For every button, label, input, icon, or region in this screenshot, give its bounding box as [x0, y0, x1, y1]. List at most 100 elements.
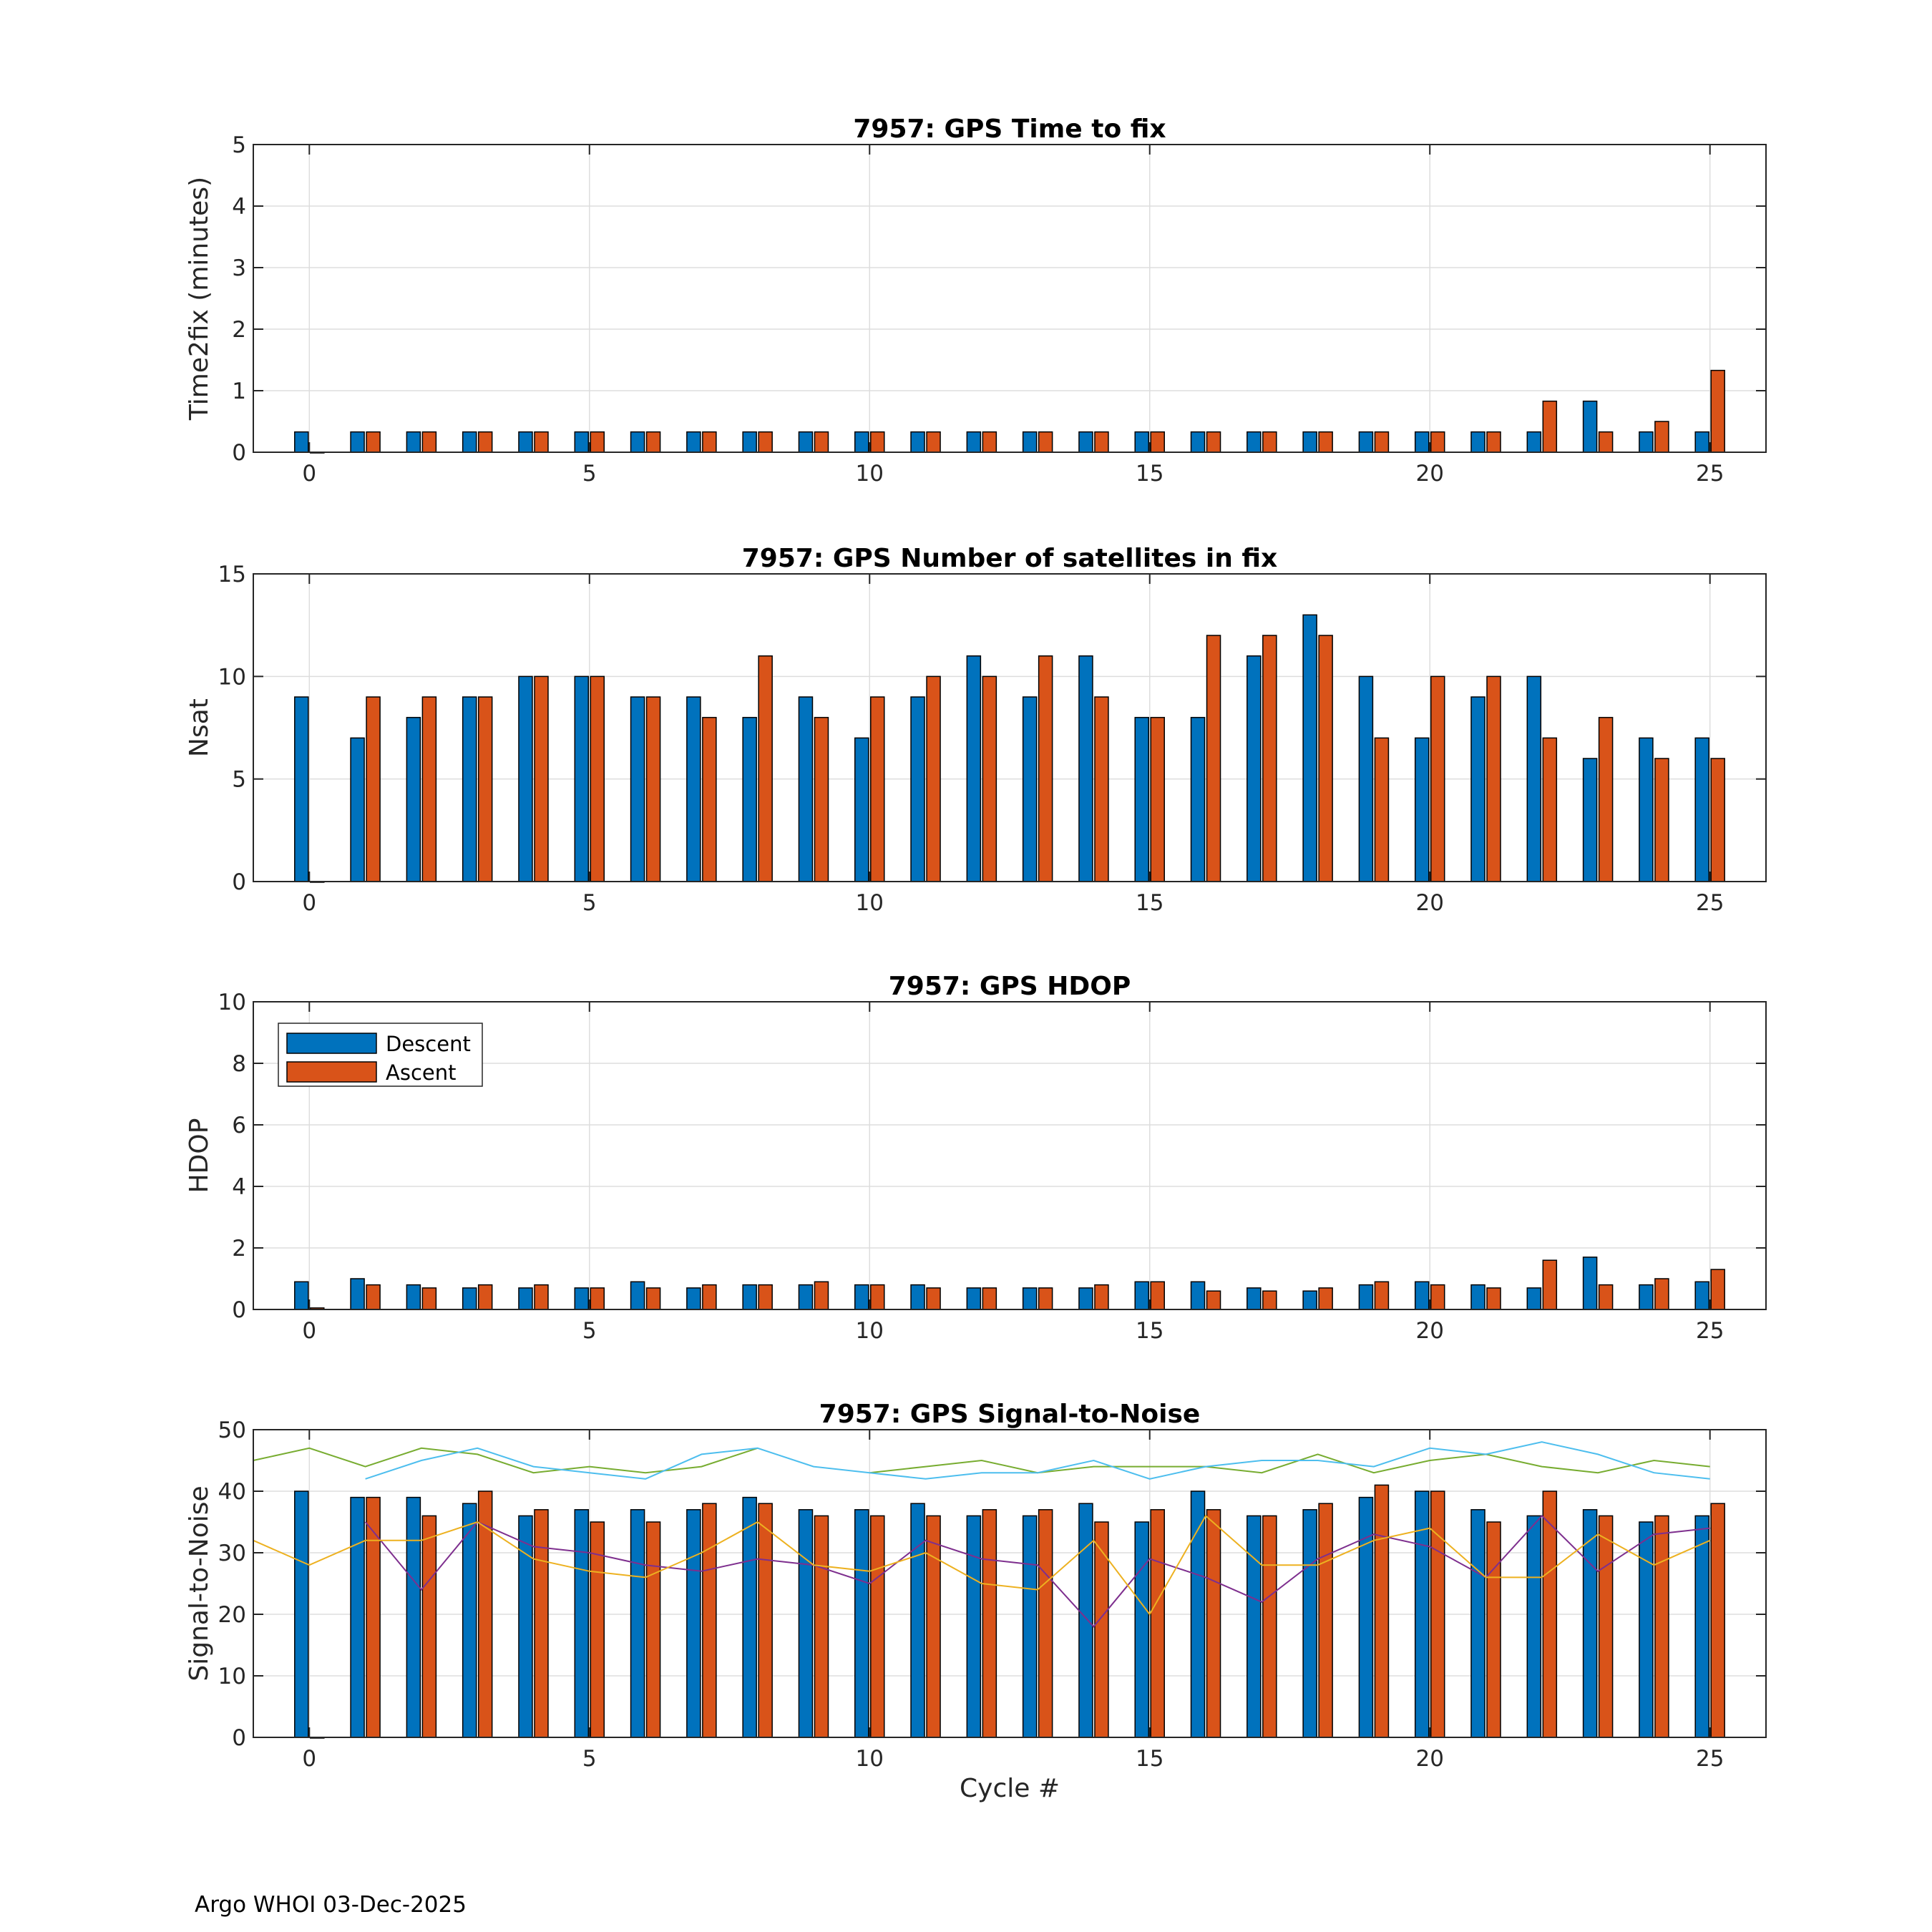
ascent-bar — [1262, 431, 1277, 453]
x-tick-label: 0 — [302, 1318, 316, 1344]
ascent-bar — [1374, 737, 1390, 882]
ascent-bar — [1094, 1521, 1109, 1738]
descent-bar — [574, 675, 590, 882]
descent-bar — [1134, 1281, 1149, 1310]
descent-bar — [1302, 431, 1317, 453]
x-tick-label: 15 — [1136, 1318, 1163, 1344]
x-tick-label: 0 — [302, 461, 316, 487]
descent-bar — [1470, 696, 1485, 882]
ascent-bar — [1654, 1515, 1669, 1738]
ascent-bar — [870, 696, 885, 882]
y-tick-label: 0 — [232, 1297, 246, 1323]
descent-bar — [1358, 431, 1374, 453]
plot-area — [253, 574, 1766, 882]
descent-bar — [1190, 431, 1206, 453]
ascent-bar — [926, 1515, 941, 1738]
y-tick-label: 30 — [218, 1541, 246, 1566]
descent-legend-swatch — [286, 1033, 377, 1054]
y-tick-label: 10 — [218, 1664, 246, 1689]
ascent-bar — [1374, 1484, 1390, 1738]
descent-bar — [1526, 431, 1542, 453]
ascent-bar — [1206, 635, 1221, 882]
axes-box — [253, 1429, 1767, 1738]
ascent-bar — [1262, 635, 1277, 882]
descent-bar — [1526, 1515, 1542, 1738]
descent-bar — [1414, 737, 1430, 882]
descent-bar — [1190, 1491, 1206, 1738]
ascent-bar — [1486, 1287, 1501, 1310]
descent-bar — [630, 696, 645, 882]
ascent-bar — [1430, 431, 1445, 453]
ascent-bar — [1094, 431, 1109, 453]
ascent-bar — [1542, 737, 1558, 882]
descent-bar — [910, 1503, 925, 1738]
descent-bar — [462, 1287, 477, 1310]
descent-bar — [1694, 1281, 1709, 1310]
ascent-bar — [758, 1503, 773, 1738]
descent-bar — [1190, 716, 1206, 882]
y-tick-label: 15 — [218, 562, 246, 587]
ascent-bar — [982, 431, 997, 453]
ascent-bar — [366, 1496, 381, 1738]
descent-bar — [1302, 1509, 1317, 1738]
axes-box — [253, 144, 1767, 453]
x-tick-label: 20 — [1415, 1318, 1443, 1344]
y-tick-label: 50 — [218, 1418, 246, 1443]
descent-bar — [1078, 1503, 1093, 1738]
ascent-bar — [477, 1284, 493, 1310]
ascent-bar — [590, 431, 605, 453]
ascent-bar — [1206, 431, 1221, 453]
ascent-bar — [1654, 421, 1669, 453]
x-tick-label: 0 — [302, 890, 316, 916]
descent-bar — [1358, 1284, 1374, 1310]
descent-bar — [854, 431, 869, 453]
ascent-bar — [1318, 431, 1333, 453]
ascent-bar — [534, 431, 549, 453]
descent-bar — [406, 716, 421, 882]
y-tick-label: 8 — [232, 1051, 246, 1077]
ascent-bar — [1374, 431, 1390, 453]
ascent-bar — [421, 696, 437, 882]
x-tick-label: 10 — [856, 1318, 884, 1344]
ascent-bar — [1038, 655, 1053, 882]
descent-bar — [798, 696, 814, 882]
ascent-bar — [1150, 716, 1165, 882]
x-tick-label: 20 — [1415, 1746, 1443, 1772]
x-tick-label: 10 — [856, 1746, 884, 1772]
descent-bar — [686, 1509, 701, 1738]
descent-bar — [1470, 431, 1485, 453]
descent-bar — [350, 1496, 365, 1738]
chart-title: 7957: GPS HDOP — [889, 972, 1131, 1001]
descent-bar — [350, 431, 365, 453]
plot-area — [253, 1002, 1766, 1309]
descent-bar — [1302, 614, 1317, 882]
descent-bar — [966, 655, 982, 882]
ascent-bar — [1654, 1278, 1669, 1310]
descent-bar — [910, 431, 925, 453]
y-tick-label: 6 — [232, 1113, 246, 1138]
legend: Descent Ascent — [278, 1023, 483, 1087]
descent-bar — [742, 431, 757, 453]
descent-bar — [630, 1509, 645, 1738]
x-tick-label: 10 — [856, 461, 884, 487]
descent-bar — [1694, 1515, 1709, 1738]
ascent-bar — [477, 431, 493, 453]
ascent-bar — [1150, 1509, 1165, 1738]
ascent-bar — [702, 431, 717, 453]
ascent-bar — [1598, 431, 1614, 453]
ascent-bar — [534, 675, 549, 882]
ascent-bar — [1150, 1281, 1165, 1310]
ascent-bar — [366, 696, 381, 882]
ascent-bar — [870, 1515, 885, 1738]
ascent-bar — [1710, 1503, 1725, 1738]
ascent-bar — [366, 1284, 381, 1310]
ascent-bar — [421, 1515, 437, 1738]
descent-bar — [1639, 1284, 1654, 1310]
x-axis-label: Cycle # — [960, 1774, 1060, 1803]
descent-bar — [462, 1503, 477, 1738]
ascent-bar — [1206, 1290, 1221, 1310]
descent-bar — [1358, 1496, 1374, 1738]
snr-line-green — [253, 1447, 758, 1474]
ascent-bar — [1598, 716, 1614, 882]
ascent-bar — [1710, 1269, 1725, 1310]
